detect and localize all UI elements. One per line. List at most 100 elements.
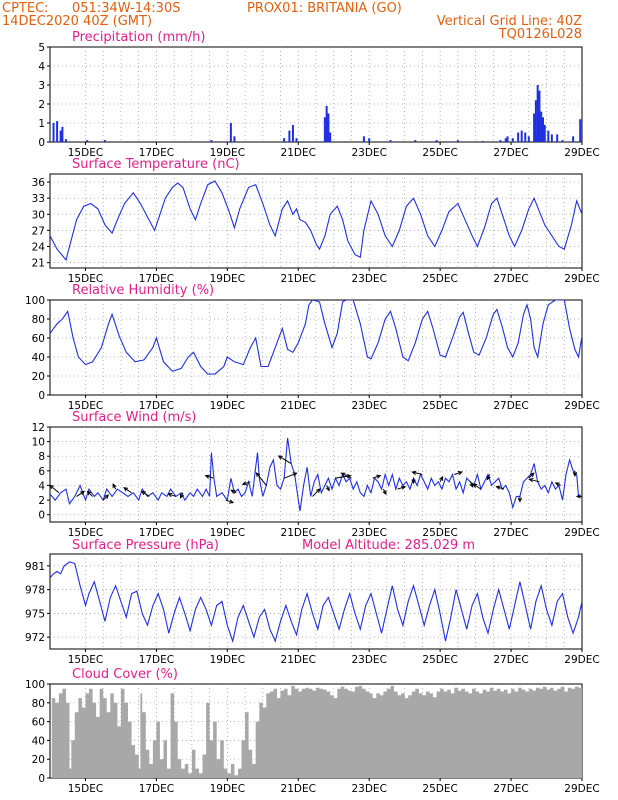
wind-ytick-label: 10 <box>32 437 45 449</box>
wind-xtick-label: 21DEC <box>281 527 316 539</box>
precip-bar <box>56 121 59 142</box>
wind-arrow <box>241 481 251 486</box>
precipitation-xtick-label: 21DEC <box>281 147 316 159</box>
precip-bar <box>579 119 582 142</box>
precip-bar <box>323 117 326 142</box>
wind-ytick-label: 6 <box>38 466 45 478</box>
temperature-ytick-label: 27 <box>32 225 45 237</box>
pressure-xtick-label: 19DEC <box>210 654 245 666</box>
precip-bar <box>506 136 509 142</box>
cloud-cover-xtick-label: 21DEC <box>281 783 316 795</box>
wind-xtick-label: 17DEC <box>139 527 174 539</box>
wind-arrow <box>469 481 474 488</box>
precip-bar <box>481 141 484 142</box>
wind-ytick-label: 2 <box>38 495 45 507</box>
cloud-cover-ytick-label: 20 <box>32 754 45 766</box>
humidity-ytick-label: 40 <box>32 352 45 364</box>
precip-bar <box>291 124 294 142</box>
pressure-xtick-label: 29DEC <box>564 654 599 666</box>
temperature-ytick-label: 24 <box>32 242 46 254</box>
precip-bar <box>524 132 527 142</box>
pressure-xtick-label: 21DEC <box>281 654 316 666</box>
wind-arrow <box>340 472 352 479</box>
precipitation-ytick-label: 3 <box>38 80 45 92</box>
humidity-gridlines <box>50 300 582 395</box>
pressure-xtick-label: 17DEC <box>139 654 174 666</box>
pressure-title: Surface Pressure (hPa) <box>72 538 219 553</box>
cloud-cover-xtick-label: 25DEC <box>422 783 457 795</box>
temperature-gridlines <box>50 174 582 268</box>
humidity-xtick-label: 21DEC <box>281 400 316 412</box>
wind-arrow <box>575 494 582 499</box>
precip-bar <box>541 117 544 142</box>
cloud-cover-ytick-label: 60 <box>32 717 45 729</box>
wind-xtick-label: 19DEC <box>210 527 245 539</box>
precip-bar <box>325 105 328 142</box>
pressure-subtitle: Model Altitude: 285.029 m <box>302 538 475 553</box>
precip-bar <box>556 134 559 142</box>
precipitation-ytick-label: 4 <box>38 61 45 73</box>
wind-arrow <box>167 492 177 498</box>
wind-arrow <box>382 488 387 496</box>
wind-xtick-label: 27DEC <box>493 527 528 539</box>
precip-bar <box>210 140 213 142</box>
cloud-cover-xtick-label: 17DEC <box>139 783 174 795</box>
pressure-xtick-label: 15DEC <box>68 654 103 666</box>
pressure-ytick-label: 975 <box>25 608 45 620</box>
precip-bar <box>527 136 530 142</box>
cloud-cover-ytick-label: 100 <box>25 679 45 691</box>
precip-bar <box>368 138 371 142</box>
precip-bar <box>520 130 523 142</box>
temperature-ytick-label: 33 <box>32 193 45 205</box>
wind-arrow <box>102 494 110 501</box>
temperature-xtick-label: 19DEC <box>210 273 245 285</box>
wind-arrow <box>312 488 321 497</box>
wind-ytick-label: 4 <box>38 480 45 492</box>
header-coords: 051:34W-14:30S <box>72 1 180 16</box>
pressure-ytick-label: 972 <box>25 632 45 644</box>
precip-bar <box>64 139 67 142</box>
temperature-line <box>50 180 582 262</box>
humidity-ytick-label: 0 <box>38 390 45 402</box>
header-grid-note: Vertical Grid Line: 40Z <box>437 14 582 29</box>
wind-arrow <box>454 470 463 476</box>
pressure-xtick-label: 23DEC <box>351 654 386 666</box>
wind-arrow <box>411 478 416 485</box>
wind-arrow <box>230 489 237 494</box>
wind-arrow <box>277 455 292 464</box>
wind-arrow <box>123 487 132 494</box>
precip-bar <box>389 140 392 142</box>
wind-arrow <box>397 485 407 490</box>
wind-ytick-label: 0 <box>38 510 45 522</box>
wind-arrow <box>86 490 93 497</box>
temperature-xtick-label: 17DEC <box>139 273 174 285</box>
wind-arrow <box>528 478 540 483</box>
header: CPTEC: 051:34W-14:30S PROX01: BRITANIA (… <box>2 1 582 42</box>
precip-bar <box>534 100 537 142</box>
precipitation-xtick-label: 23DEC <box>351 147 386 159</box>
wind-arrow <box>325 485 330 492</box>
wind-gridlines <box>50 427 582 522</box>
precip-bar <box>103 140 106 142</box>
cloud-cover-xtick-label: 15DEC <box>68 783 103 795</box>
wind-arrow <box>411 470 423 475</box>
wind-xtick-label: 15DEC <box>68 527 103 539</box>
wind-arrow <box>439 475 444 483</box>
precip-bar <box>538 90 541 142</box>
header-station: PROX01: BRITANIA (GO) <box>247 1 402 16</box>
precip-bar <box>288 130 291 142</box>
wind-arrows <box>48 455 582 504</box>
precipitation-ytick-label: 5 <box>38 42 45 54</box>
cloud-cover-title: Cloud Cover (%) <box>72 667 178 682</box>
wind-line <box>50 437 582 512</box>
precip-bar <box>533 113 536 142</box>
precipitation-title: Precipitation (mm/h) <box>72 30 205 45</box>
precip-bar <box>233 136 236 142</box>
wind-arrow <box>255 472 267 486</box>
humidity-ytick-label: 100 <box>25 295 45 307</box>
precipitation-bars <box>52 85 582 142</box>
precip-bar <box>540 111 543 142</box>
precip-bar <box>362 136 365 142</box>
cloud-cover-ytick-label: 0 <box>38 773 45 785</box>
